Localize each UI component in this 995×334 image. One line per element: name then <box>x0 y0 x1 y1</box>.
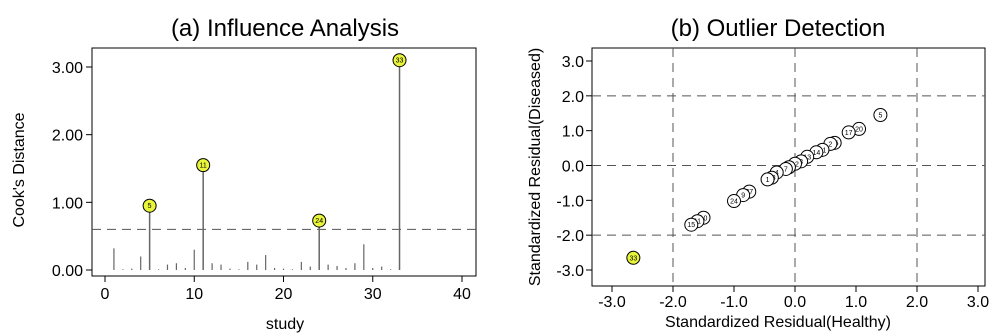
x-tick-label: 20 <box>275 286 293 303</box>
residual-point-17 <box>841 125 856 140</box>
influential-point-5 <box>142 198 157 213</box>
y-tick-label: 0.00 <box>52 263 83 280</box>
y-tick-label: 3.00 <box>52 60 83 77</box>
residual-point-label: 17 <box>845 130 853 137</box>
residual-point-1 <box>760 172 775 187</box>
y-tick-label: 3.0 <box>562 54 584 71</box>
residual-point-label: 33 <box>629 255 637 262</box>
panel-a-points: 5 11 24 33 <box>142 53 407 228</box>
residual-point-label: 5 <box>878 112 882 119</box>
residual-point-label: 15 <box>687 222 695 229</box>
residual-point-5 <box>873 107 888 122</box>
outlier-detection-panel: (b) Outlier Detection 520172622114133126… <box>527 15 989 331</box>
residual-point-label: 1 <box>766 177 770 184</box>
influential-point-33 <box>392 53 407 68</box>
x-tick-label: 40 <box>453 286 471 303</box>
x-tick-label: 10 <box>185 286 203 303</box>
panel-a-x-ticks: 0 10 20 30 40 <box>101 276 471 303</box>
x-tick-label: 2.0 <box>906 294 928 311</box>
y-tick-label: -2.0 <box>556 228 584 245</box>
panel-b-x-axis-label: Standardized Residual(Healthy) <box>665 314 891 331</box>
influence-analysis-panel: (a) Influence Analysis 5 11 24 33 0 10 20 30 40… <box>11 15 477 333</box>
y-tick-label: 2.0 <box>562 89 584 106</box>
panel-a-title: (a) Influence Analysis <box>171 15 399 42</box>
residual-point-label: 20 <box>855 126 863 133</box>
y-tick-label: -3.0 <box>556 263 584 280</box>
influential-point-24 <box>312 213 327 228</box>
panel-a-y-axis-label: Cook's Distance <box>11 112 28 227</box>
residual-point-label: 24 <box>730 199 738 206</box>
influential-point-label: 33 <box>396 58 404 65</box>
panel-b-y-axis-label: Standardized Residual(Diseased) <box>527 48 544 286</box>
y-tick-label: 2.00 <box>52 128 83 145</box>
y-tick-label: 1.0 <box>562 124 584 141</box>
x-tick-label: -2.0 <box>659 294 687 311</box>
residual-point-label: 13 <box>803 154 811 161</box>
x-tick-label: 0 <box>101 286 110 303</box>
residual-point-15 <box>684 217 699 232</box>
x-tick-label: 30 <box>364 286 382 303</box>
panel-b-x-ticks: -3.0 -2.0 -1.0 0.0 1.0 2.0 3.0 <box>598 286 989 311</box>
x-tick-label: 0.0 <box>784 294 806 311</box>
panel-a-stems <box>113 60 401 270</box>
y-tick-label: 1.00 <box>52 195 83 212</box>
x-tick-label: 1.0 <box>845 294 867 311</box>
residual-point-label: 9 <box>741 193 745 200</box>
influential-point-label: 24 <box>315 218 323 225</box>
residual-point-33 <box>626 250 641 265</box>
panel-b-title: (b) Outlier Detection <box>671 15 886 42</box>
x-tick-label: -3.0 <box>598 294 626 311</box>
panel-a-x-axis-label: study <box>266 316 304 333</box>
influential-point-label: 5 <box>148 203 152 210</box>
y-tick-label: 0.0 <box>562 159 584 176</box>
panel-b-points: 520172622114133126742812792410111533 <box>626 107 888 265</box>
influential-point-label: 11 <box>200 163 207 170</box>
panel-b-frame <box>591 47 986 287</box>
y-tick-label: -1.0 <box>556 193 584 210</box>
x-tick-label: 3.0 <box>967 294 989 311</box>
influential-point-11 <box>196 158 211 173</box>
panel-b-y-ticks: 3.0 2.0 1.0 0.0 -1.0 -2.0 -3.0 <box>556 54 592 280</box>
residual-point-label: 7 <box>784 166 788 173</box>
residual-point-label: 14 <box>812 150 820 157</box>
residual-point-24 <box>727 194 741 209</box>
residual-point-label: 2 <box>828 141 832 148</box>
x-tick-label: -1.0 <box>720 294 748 311</box>
panel-a-y-ticks: 0.00 1.00 2.00 3.00 <box>52 60 92 280</box>
